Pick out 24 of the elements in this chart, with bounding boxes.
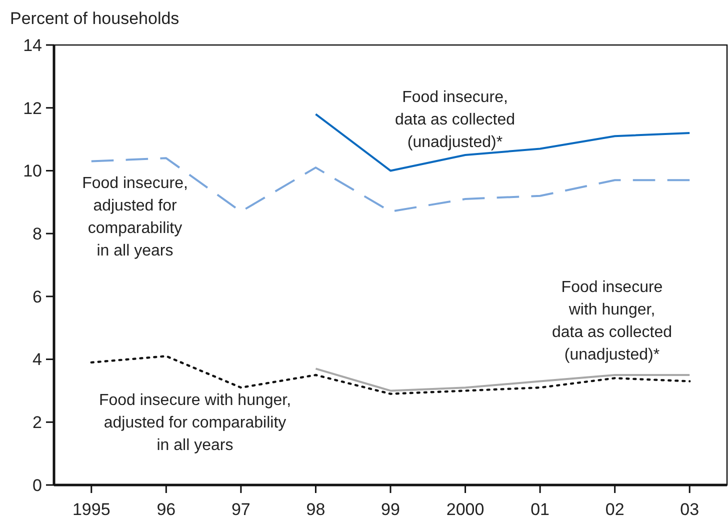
series-label: Food insecure, data as collected (unadjusted)* xyxy=(394,89,516,151)
x-tick-label: 02 xyxy=(605,500,624,519)
x-tick-label: 1995 xyxy=(72,500,110,519)
series-label: Food insecure, adjusted for comparability in all years xyxy=(82,175,188,260)
line-series xyxy=(314,113,691,172)
x-tick-label: 2000 xyxy=(446,500,484,519)
y-tick-label: 2 xyxy=(32,413,42,432)
line-series xyxy=(314,368,691,392)
y-tick-label: 6 xyxy=(32,287,42,306)
series-label: Food insecure with hunger, data as collected (unadjusted)* xyxy=(552,279,672,364)
y-tick-label: 8 xyxy=(32,224,42,244)
x-tick-label: 01 xyxy=(530,500,550,519)
y-tick-label: 4 xyxy=(32,350,42,370)
y-tick-label: 12 xyxy=(23,98,42,118)
series-label: Food insecure with hunger, adjusted for comparability in all years xyxy=(98,392,292,454)
x-tick-label: 97 xyxy=(231,500,250,519)
y-axis-title: Percent of households xyxy=(10,9,180,28)
x-tick-label: 03 xyxy=(680,500,700,519)
y-tick-label: 14 xyxy=(23,36,42,55)
x-tick-label: 96 xyxy=(156,500,176,519)
x-tick-label: 98 xyxy=(306,500,326,519)
y-tick-label: 0 xyxy=(32,476,42,495)
x-tick-label: 99 xyxy=(381,500,400,519)
y-tick-label: 10 xyxy=(23,162,42,181)
